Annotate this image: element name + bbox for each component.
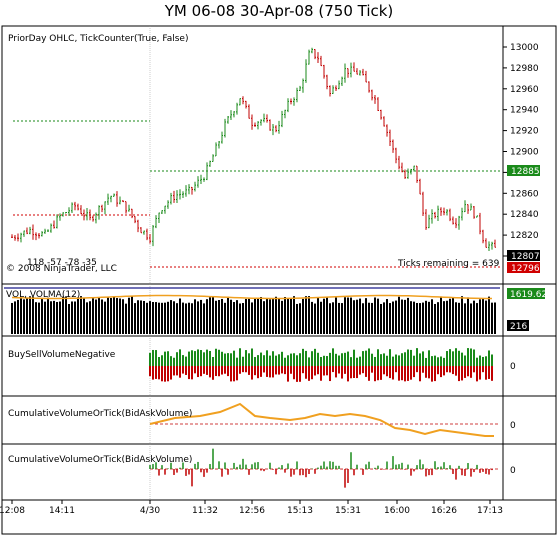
copyright-text: © 2008 NinjaTrader, LLC	[6, 264, 117, 274]
x-tick-label: 12:56	[239, 506, 265, 516]
y-tick-label: 12980	[510, 64, 539, 74]
cumulative-1-label: CumulativeVolumeOrTick(BidAskVolume)	[8, 409, 192, 419]
cumulative-1-line	[149, 402, 494, 437]
y-tick-label: 12860	[510, 189, 539, 199]
y-tick-label: 12840	[510, 210, 539, 220]
volume-flag-last: 216	[507, 320, 529, 332]
ticks-remaining-text: Ticks remaining = 639	[397, 259, 500, 269]
price-flag-last: 12807	[507, 250, 540, 262]
price-y-axis: 1300012980129601294012920129001288012860…	[503, 43, 539, 262]
y-tick-label: 12920	[510, 127, 539, 137]
x-tick-label: 15:13	[287, 506, 313, 516]
tick-counts-annotation: 118 -57 -78 -35	[27, 258, 97, 268]
svg-text:1619.62: 1619.62	[510, 290, 547, 300]
y-tick-label: 12960	[510, 85, 539, 95]
volume-panel-label: VOL, VOLMA(12)	[6, 290, 80, 300]
svg-text:216: 216	[510, 322, 527, 332]
cumulative-2-zero-label: 0	[510, 466, 516, 476]
chart-title: YM 06-08 30-Apr-08 (750 Tick)	[164, 2, 394, 20]
y-tick-label: 12940	[510, 106, 539, 116]
volume-panel	[4, 287, 500, 334]
buysell-zero-label: 0	[510, 362, 516, 372]
chart-frame	[1, 25, 557, 535]
x-tick-label: 12:08	[0, 506, 25, 516]
x-tick-label: 16:00	[384, 506, 410, 516]
cumulative-2-label: CumulativeVolumeOrTick(BidAskVolume)	[8, 455, 192, 465]
buysell-panel	[149, 348, 493, 382]
time-x-axis: 12:08 14:11 4/30 11:32 12:56 15:13 15:31 16:00 1…	[0, 500, 503, 516]
x-tick-label: 17:13	[477, 506, 503, 516]
x-tick-label: 15:31	[335, 506, 361, 516]
cumulative-panel-2	[149, 448, 500, 488]
y-tick-label: 12900	[510, 148, 539, 158]
price-flag-prior-close: 12885	[507, 165, 540, 177]
y-tick-label: 12820	[510, 231, 539, 241]
volume-flag-ma: 1619.62	[507, 288, 547, 300]
cumulative-1-zero-label: 0	[510, 421, 516, 431]
svg-text:12807: 12807	[511, 252, 540, 262]
price-flag-prior-low: 12796	[507, 262, 540, 274]
x-tick-label: 4/30	[140, 506, 160, 516]
cumulative-panel-1	[149, 402, 500, 437]
buysell-panel-label: BuySellVolumeNegative	[8, 350, 116, 360]
price-panel-label: PriorDay OHLC, TickCounter(True, False)	[8, 34, 188, 44]
x-tick-label: 16:26	[431, 506, 457, 516]
price-panel	[11, 47, 500, 268]
x-tick-label: 14:11	[49, 506, 75, 516]
y-tick-label: 13000	[510, 43, 539, 53]
svg-text:12796: 12796	[511, 264, 540, 274]
svg-text:12885: 12885	[511, 167, 540, 177]
volume-ma-line	[11, 294, 492, 300]
x-tick-label: 11:32	[192, 506, 218, 516]
